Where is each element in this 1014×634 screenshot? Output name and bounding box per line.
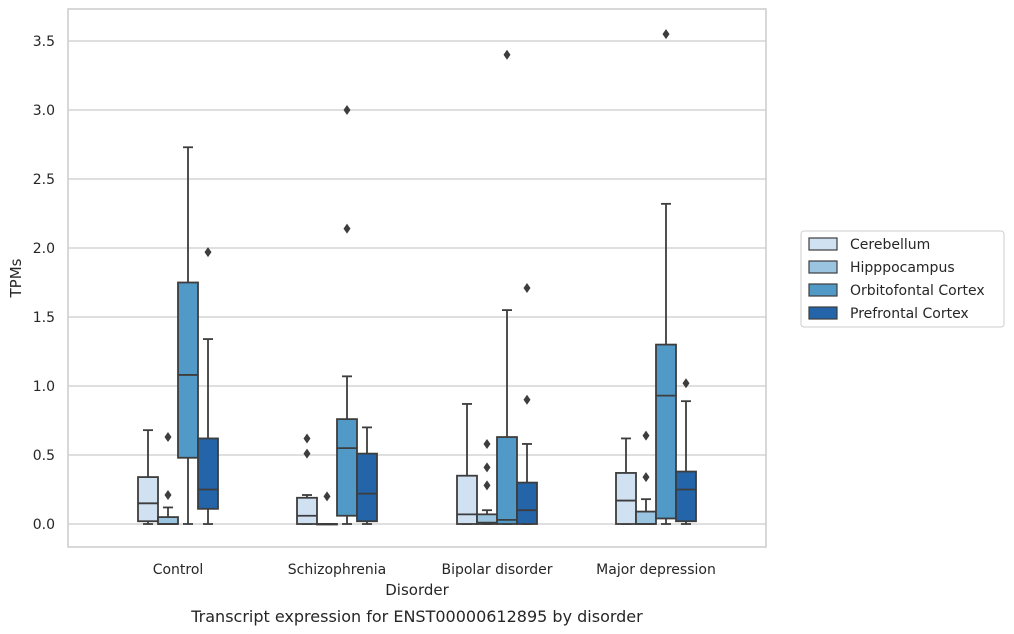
iqr-box [177, 281, 199, 459]
y-tick-label: 3.5 [33, 34, 55, 50]
legend-label: Cerebellum [850, 237, 930, 253]
outlier-point [523, 283, 531, 294]
chart-caption: Transcript expression for ENST0000061289… [190, 607, 643, 626]
box-cerebellum [296, 433, 318, 525]
y-tick-label: 2.5 [33, 172, 55, 188]
x-tick-label: Major depression [596, 562, 716, 578]
iqr-box [516, 481, 538, 525]
iqr-box [456, 474, 478, 525]
outlier-point [303, 448, 311, 459]
plot-frame [67, 8, 767, 548]
box-hipppocampus [157, 432, 179, 525]
y-tick-label: 1.5 [33, 310, 55, 326]
x-tick-label: Bipolar disorder [441, 562, 552, 578]
x-tick-label: Schizophrenia [288, 562, 386, 578]
legend-label: Orbitofontal Cortex [850, 283, 985, 299]
iqr-box [496, 436, 518, 525]
legend-swatch [808, 306, 838, 320]
iqr-box [615, 472, 637, 525]
legend-swatch [808, 237, 838, 251]
outlier-point [642, 472, 650, 483]
outlier-point [503, 49, 511, 60]
box-prefrontal-cortex [516, 283, 538, 525]
box-cerebellum [456, 403, 478, 525]
iqr-box [635, 510, 657, 525]
box-orbitofontal-cortex [336, 105, 358, 525]
box-orbitofontal-cortex [655, 29, 677, 525]
box-prefrontal-cortex [356, 426, 378, 525]
y-axis-title: TPMs [7, 258, 25, 298]
box-orbitofontal-cortex [496, 49, 518, 525]
outlier-point [483, 480, 491, 491]
box-cerebellum [137, 429, 159, 525]
iqr-box [197, 437, 219, 510]
outlier-point [204, 247, 212, 258]
outlier-point [662, 29, 670, 40]
legend-swatch [808, 283, 838, 297]
outlier-point [164, 490, 172, 501]
box-hipppocampus [316, 491, 338, 526]
x-axis-title: Disorder [385, 581, 449, 599]
iqr-box [675, 470, 697, 523]
y-tick-label: 2.0 [33, 241, 55, 257]
iqr-box [296, 496, 318, 525]
outlier-point [682, 378, 690, 389]
outlier-point [164, 432, 172, 443]
box-prefrontal-cortex [197, 247, 219, 525]
iqr-box [157, 516, 179, 525]
legend-frame [800, 230, 1005, 328]
iqr-box [356, 452, 378, 523]
y-tick-label: 1.0 [33, 379, 55, 395]
box-orbitofontal-cortex [177, 146, 199, 525]
outlier-point [343, 223, 351, 234]
box-series-group [137, 29, 697, 526]
box-cerebellum [615, 437, 637, 525]
outlier-point [642, 430, 650, 441]
legend-label: Hipppocampus [850, 260, 955, 276]
y-tick-labels: 0.0 0.5 1.0 1.5 2.0 2.5 3.0 3.5 [33, 34, 55, 533]
iqr-box [655, 343, 677, 520]
outlier-point [523, 394, 531, 405]
outlier-point [483, 438, 491, 449]
y-tick-label: 3.0 [33, 103, 55, 119]
x-tick-labels: Control Schizophrenia Bipolar disorder Majo… [153, 562, 716, 578]
box-prefrontal-cortex [675, 378, 697, 525]
outlier-point [323, 491, 331, 502]
x-tick-label: Control [153, 562, 204, 578]
iqr-box [137, 476, 159, 523]
legend: Cerebellum Hipppocampus Orbitofontal Corte… [800, 230, 1005, 328]
legend-swatch [808, 260, 838, 274]
legend-label: Prefrontal Cortex [850, 306, 969, 322]
outlier-point [483, 462, 491, 473]
y-tick-label: 0.5 [33, 448, 55, 464]
outlier-point [343, 105, 351, 115]
iqr-box [336, 418, 358, 517]
box-hipppocampus [476, 438, 498, 525]
y-tick-label: 0.0 [33, 517, 55, 533]
outlier-point [303, 433, 311, 444]
